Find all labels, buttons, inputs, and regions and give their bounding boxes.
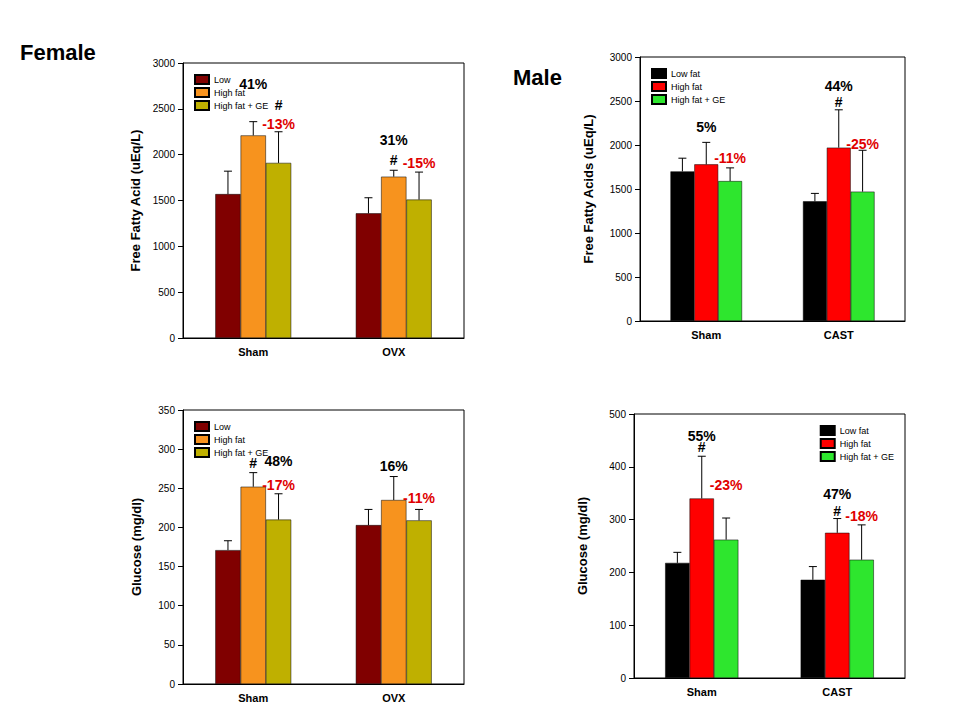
svg-text:250: 250 — [158, 483, 175, 494]
svg-text:200: 200 — [158, 522, 175, 533]
svg-text:41%: 41% — [239, 76, 268, 92]
svg-text:Low fat: Low fat — [840, 426, 870, 436]
svg-text:300: 300 — [158, 444, 175, 455]
svg-text:2000: 2000 — [153, 149, 176, 160]
svg-text:0: 0 — [620, 673, 626, 684]
svg-text:-13%: -13% — [262, 116, 295, 132]
svg-text:OVX: OVX — [382, 692, 406, 704]
svg-text:5%: 5% — [696, 119, 717, 135]
svg-text:150: 150 — [158, 561, 175, 572]
svg-text:1000: 1000 — [610, 228, 633, 239]
svg-text:Glucose (mg/dl): Glucose (mg/dl) — [129, 498, 144, 596]
svg-text:#: # — [275, 97, 283, 113]
svg-text:OVX: OVX — [382, 346, 406, 358]
svg-text:47%: 47% — [823, 486, 852, 502]
svg-text:300: 300 — [609, 514, 626, 525]
svg-text:400: 400 — [609, 461, 626, 472]
svg-text:1500: 1500 — [153, 195, 176, 206]
svg-text:48%: 48% — [265, 453, 294, 469]
svg-text:31%: 31% — [380, 132, 409, 148]
svg-text:Low: Low — [214, 422, 231, 432]
svg-text:2500: 2500 — [153, 103, 176, 114]
svg-text:#: # — [835, 94, 843, 110]
svg-text:High fat + GE: High fat + GE — [840, 452, 894, 462]
svg-text:High fat: High fat — [214, 435, 246, 445]
svg-text:0: 0 — [626, 316, 632, 327]
html-text:Male: Male — [513, 65, 562, 90]
svg-text:16%: 16% — [380, 458, 409, 474]
svg-text:Low: Low — [214, 75, 231, 85]
svg-text:#: # — [833, 503, 841, 519]
svg-text:3000: 3000 — [610, 52, 633, 63]
svg-text:Glucose (mg/dl): Glucose (mg/dl) — [575, 497, 590, 595]
svg-text:Free Fatty Acids (uEq/L): Free Fatty Acids (uEq/L) — [581, 114, 596, 263]
svg-text:55%: 55% — [687, 428, 716, 445]
svg-text:2500: 2500 — [610, 96, 633, 107]
svg-text:0: 0 — [169, 333, 175, 344]
svg-text:Sham: Sham — [238, 346, 268, 358]
svg-text:-18%: -18% — [845, 508, 878, 524]
svg-text:100: 100 — [158, 600, 175, 611]
svg-text:CAST: CAST — [824, 329, 854, 341]
svg-text:200: 200 — [609, 567, 626, 578]
svg-text:-11%: -11% — [403, 490, 435, 506]
svg-text:350: 350 — [158, 405, 175, 416]
svg-text:Sham: Sham — [238, 692, 268, 704]
svg-text:500: 500 — [609, 409, 626, 420]
svg-text:1000: 1000 — [153, 241, 176, 252]
svg-text:Sham: Sham — [687, 686, 717, 698]
svg-text:High fat + GE: High fat + GE — [671, 95, 725, 105]
svg-text:Sham: Sham — [691, 329, 721, 341]
svg-text:#: # — [390, 152, 398, 168]
svg-text:500: 500 — [158, 287, 175, 298]
svg-text:100: 100 — [609, 620, 626, 631]
svg-text:#: # — [249, 455, 257, 471]
svg-text:High fat: High fat — [840, 439, 872, 449]
svg-text:1500: 1500 — [610, 184, 633, 195]
svg-text:0: 0 — [169, 679, 175, 690]
svg-text:High fat + GE: High fat + GE — [214, 101, 268, 111]
html-text:Female: Female — [20, 40, 96, 65]
svg-text:2000: 2000 — [610, 140, 633, 151]
svg-text:-25%: -25% — [846, 136, 879, 152]
svg-text:-15%: -15% — [403, 155, 436, 171]
svg-text:-23%: -23% — [710, 477, 743, 493]
svg-text:500: 500 — [615, 272, 632, 283]
svg-text:High fat + GE: High fat + GE — [214, 448, 268, 458]
svg-text:3000: 3000 — [153, 58, 176, 69]
svg-text:-11%: -11% — [714, 150, 746, 166]
svg-text:Free Fatty Acid (uEq/L): Free Fatty Acid (uEq/L) — [128, 130, 143, 272]
svg-text:#: # — [698, 439, 706, 455]
svg-text:50: 50 — [164, 639, 176, 650]
svg-text:44%: 44% — [825, 78, 854, 94]
svg-text:High fat: High fat — [671, 82, 703, 92]
svg-text:High fat: High fat — [214, 87, 245, 98]
svg-text:Low fat: Low fat — [671, 69, 701, 79]
svg-text:CAST: CAST — [822, 686, 852, 698]
svg-text:-17%: -17% — [262, 477, 295, 493]
